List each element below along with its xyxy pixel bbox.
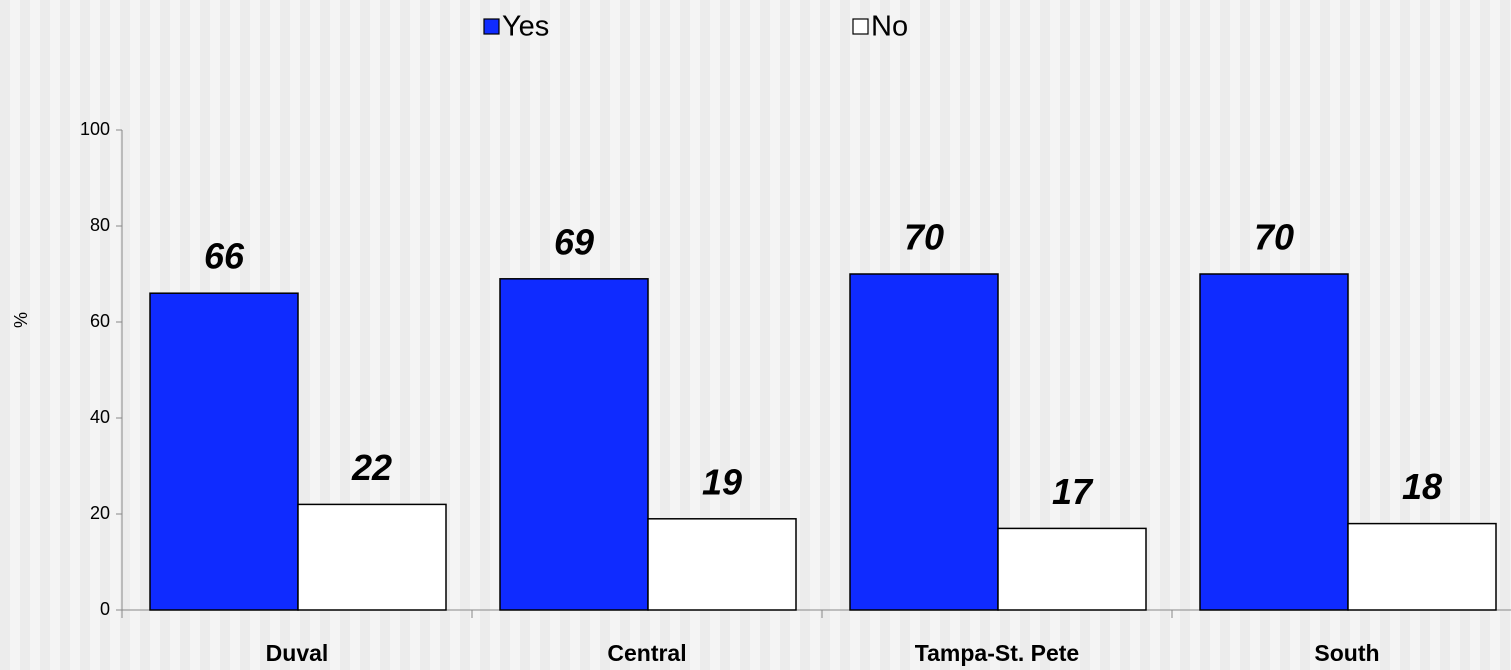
bar <box>997 527 1147 611</box>
x-tick-label: Central <box>607 640 686 666</box>
legend-swatch <box>483 18 500 35</box>
value-label: 69 <box>554 221 594 262</box>
y-tick-label: 0 <box>100 599 110 619</box>
legend-swatch <box>852 18 869 35</box>
value-label: 19 <box>702 461 742 502</box>
bar <box>1199 273 1349 611</box>
y-tick-label: 40 <box>90 407 110 427</box>
value-label: 18 <box>1402 466 1442 507</box>
value-label: 66 <box>204 236 245 277</box>
x-tick-label: South <box>1314 640 1379 666</box>
y-tick-label: 100 <box>80 119 110 139</box>
y-tick-label: 20 <box>90 503 110 523</box>
bar <box>647 518 797 611</box>
bar <box>297 503 447 611</box>
bar <box>149 292 299 611</box>
y-axis-label: % <box>11 312 31 328</box>
x-tick-label: Tampa-St. Pete <box>915 640 1079 666</box>
value-label: 70 <box>1254 217 1294 258</box>
y-tick-label: 80 <box>90 215 110 235</box>
value-label: 17 <box>1052 471 1094 512</box>
bar <box>499 278 649 611</box>
value-label: 22 <box>351 447 392 488</box>
bar <box>1347 522 1497 611</box>
legend-label: No <box>871 11 908 43</box>
x-tick-label: Duval <box>266 640 329 666</box>
y-tick-label: 60 <box>90 311 110 331</box>
legend-label: Yes <box>502 11 549 43</box>
bar <box>849 273 999 611</box>
value-label: 70 <box>904 217 944 258</box>
